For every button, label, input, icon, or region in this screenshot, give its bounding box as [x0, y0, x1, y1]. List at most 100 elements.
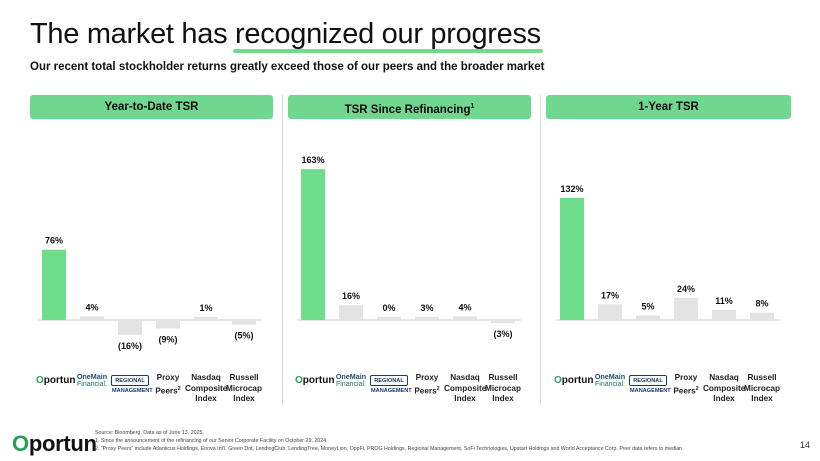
russell-label-line: Microcap [226, 383, 262, 393]
data-label-russell: (5%) [234, 331, 253, 341]
bar-regional [636, 315, 660, 320]
oportun-logo-mark: O [295, 375, 303, 386]
title-underline [233, 49, 543, 53]
panel-header-ytd: Year-to-Date TSR [30, 95, 273, 119]
footnote-2: 2. “Proxy Peers” include Atlanticus Hold… [95, 446, 684, 452]
nasdaq-label-line: Composite [185, 383, 228, 393]
source-note: Source: Bloomberg. Data as of June 13, 2… [95, 430, 204, 436]
data-label-proxy-peers: 24% [677, 284, 695, 294]
onemain-logo-sub: Financial. [336, 380, 366, 388]
bar-onemain [598, 304, 622, 320]
regional-management-logo: REGIONAL MANAGEMENT [629, 375, 671, 394]
proxy-peers-line1: Proxy [415, 373, 439, 382]
category-proxy-peers: Proxy Peers2 [406, 373, 448, 397]
data-label-proxy-peers: (9%) [158, 334, 177, 344]
data-label-oportun: 163% [301, 155, 324, 165]
bar-russell [232, 320, 256, 325]
nasdaq-label-line: Composite [444, 383, 487, 393]
russell-label-line: Microcap [744, 383, 780, 393]
category-russell-microcap: Russell Microcap Index [223, 373, 265, 405]
category-nasdaq-composite: Nasdaq Composite Index [703, 373, 745, 405]
onemain-logo: OneMain Financial. [75, 373, 109, 388]
bar-nasdaq [712, 309, 736, 320]
panel-header-1yr: 1-Year TSR [546, 95, 791, 119]
data-label-onemain: 17% [601, 290, 619, 300]
footer-logo: Oportun [12, 431, 97, 457]
oportun-logo: Oportun [36, 375, 75, 386]
bar-proxy-peers [415, 317, 439, 320]
data-label-onemain: 4% [85, 302, 98, 312]
footer-logo-word: portun [28, 431, 97, 456]
page-title: The market has recognized our progress [30, 18, 543, 53]
title-highlight: recognized our progress [233, 18, 543, 53]
russell-label-line: Index [492, 394, 514, 403]
category-nasdaq-composite: Nasdaq Composite Index [444, 373, 486, 405]
nasdaq-label-line: Nasdaq [450, 373, 480, 382]
oportun-logo-text: portun [43, 375, 76, 386]
bar-oportun [560, 197, 584, 320]
data-label-regional: (16%) [118, 341, 142, 351]
bar-regional [377, 317, 401, 320]
onemain-logo-name: OneMain [594, 372, 626, 381]
proxy-peers-line2: Peers [673, 386, 696, 396]
proxy-peers-footnote: 2 [436, 385, 440, 392]
regional-management-logo: REGIONAL MANAGEMENT [111, 375, 153, 394]
footnote-1: 1. Since the announcement of the refinan… [95, 438, 328, 444]
bar-oportun [301, 169, 325, 320]
bar-proxy-peers [156, 320, 180, 329]
nasdaq-label-line: Nasdaq [191, 373, 221, 382]
page-number: 14 [800, 440, 811, 450]
regional-management-logo: REGIONAL MANAGEMENT [370, 375, 412, 394]
title-highlight-text: recognized our progress [235, 18, 541, 50]
bar-russell [750, 312, 774, 320]
bar-nasdaq [194, 317, 218, 320]
oportun-logo: Oportun [295, 375, 334, 386]
title-prefix: The market has [30, 18, 236, 50]
bar-russell [491, 320, 515, 323]
bar-onemain [80, 316, 104, 320]
data-label-regional: 0% [382, 303, 395, 313]
proxy-peers-footnote: 2 [177, 385, 181, 392]
russell-label-line: Russell [488, 373, 518, 382]
data-label-proxy-peers: 3% [420, 303, 433, 313]
russell-label-line: Index [751, 394, 773, 403]
onemain-logo-sub: Financial. [595, 380, 625, 388]
russell-label-line: Index [233, 394, 255, 403]
data-label-onemain: 16% [342, 291, 360, 301]
proxy-peers-line1: Proxy [156, 373, 180, 382]
nasdaq-label-line: Nasdaq [709, 373, 739, 382]
category-russell-microcap: Russell Microcap Index [741, 373, 783, 405]
nasdaq-label-line: Index [454, 394, 476, 403]
footer-logo-text: Oportun [12, 431, 97, 456]
onemain-logo-name: OneMain [76, 372, 108, 381]
proxy-peers-line2: Peers [155, 386, 178, 396]
bar-proxy-peers [674, 297, 698, 320]
panel-title-ytd: Year-to-Date TSR [104, 101, 199, 113]
nasdaq-label-line: Composite [703, 383, 746, 393]
data-label-nasdaq: 4% [458, 302, 471, 312]
bar-nasdaq [453, 316, 477, 320]
proxy-peers-line1: Proxy [674, 373, 698, 382]
category-proxy-peers: Proxy Peers2 [147, 373, 189, 397]
nasdaq-label-line: Index [195, 394, 217, 403]
onemain-logo-name: OneMain [335, 372, 367, 381]
onemain-logo-sub: Financial. [77, 380, 107, 388]
onemain-logo: OneMain Financial. [334, 373, 368, 388]
oportun-logo-mark: O [554, 375, 562, 386]
panel-divider [282, 95, 283, 405]
bar-oportun [42, 249, 66, 320]
panel-title-since-refinancing: TSR Since Refinancing [344, 103, 471, 116]
oportun-logo-text: portun [561, 375, 594, 386]
data-label-nasdaq: 1% [199, 303, 212, 313]
russell-label-line: Microcap [485, 383, 521, 393]
category-proxy-peers: Proxy Peers2 [665, 373, 707, 397]
data-label-oportun: 76% [45, 236, 63, 246]
panel-title-footnote: 1 [470, 103, 475, 110]
oportun-logo-text: portun [302, 375, 335, 386]
data-label-regional: 5% [641, 301, 654, 311]
panel-title-1yr: 1-Year TSR [638, 101, 699, 113]
data-label-oportun: 132% [560, 184, 583, 194]
oportun-logo: Oportun [554, 375, 593, 386]
russell-label-line: Russell [747, 373, 777, 382]
data-label-russell: (3%) [493, 329, 512, 339]
